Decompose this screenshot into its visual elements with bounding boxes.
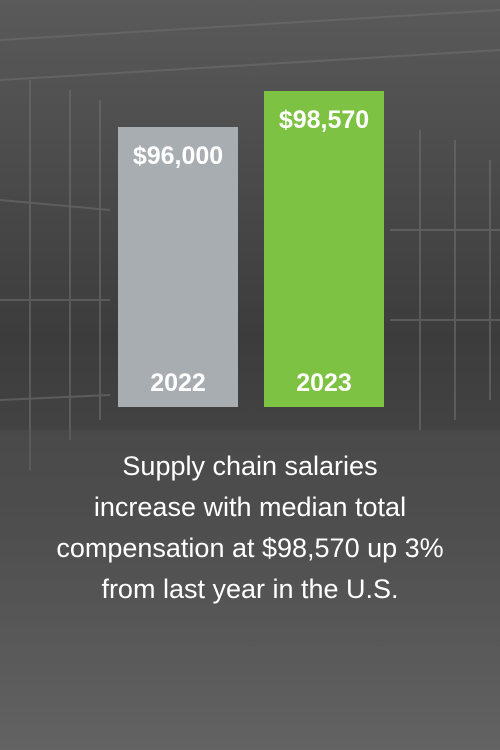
caption-line: increase with median total — [94, 492, 406, 522]
bar — [118, 127, 238, 407]
value-label: $96,000 — [133, 142, 223, 170]
caption-line: compensation at $98,570 up 3% — [56, 533, 443, 563]
value-label: $98,570 — [279, 106, 369, 134]
category-label: 2023 — [296, 369, 352, 397]
bar — [264, 91, 384, 408]
caption-line: from last year in the U.S. — [101, 574, 398, 604]
warehouse-racks — [0, 9, 500, 470]
caption-line: Supply chain salaries — [122, 451, 377, 481]
floor — [0, 430, 500, 750]
category-label: 2022 — [150, 369, 206, 397]
